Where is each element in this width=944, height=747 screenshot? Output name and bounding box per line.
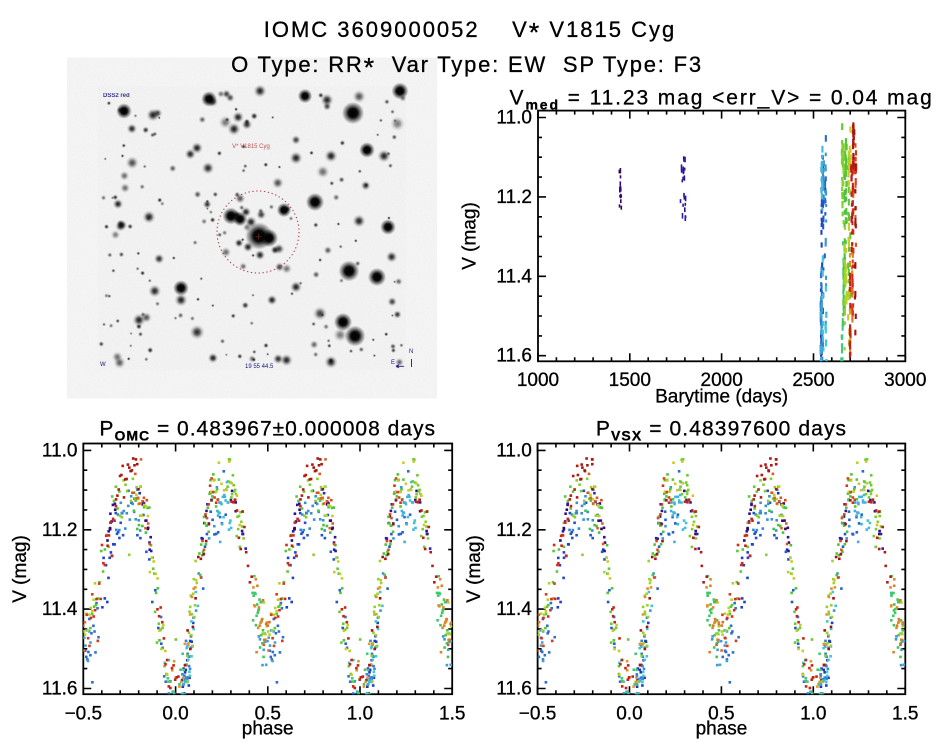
svg-text:1000: 1000 [517, 370, 559, 391]
svg-text:E: E [391, 360, 395, 366]
svg-text:V (mag): V (mag) [10, 535, 31, 603]
svg-text:2000: 2000 [701, 370, 743, 391]
svg-text:V* V1815 Cyg: V* V1815 Cyg [232, 144, 270, 150]
svg-text:3000: 3000 [884, 370, 926, 391]
svg-text:1.5: 1.5 [892, 704, 918, 725]
svg-text:phase: phase [242, 719, 294, 740]
svg-text:2500: 2500 [792, 370, 834, 391]
svg-text:DSS2 red: DSS2 red [103, 93, 130, 99]
svg-text:0.5: 0.5 [708, 704, 734, 725]
svg-text:Barytime (days): Barytime (days) [655, 387, 788, 408]
svg-text:POMC = 0.483967±0.000008 days: POMC = 0.483967±0.000008 days [99, 418, 436, 444]
svg-text:Vmed = 11.23 mag <err_V> = 0.0: Vmed = 11.23 mag <err_V> = 0.04 mag [510, 87, 934, 113]
svg-text:11.2: 11.2 [496, 520, 532, 541]
svg-text:11.6: 11.6 [496, 678, 532, 699]
svg-text:V (mag): V (mag) [464, 535, 485, 603]
svg-text:PVSX = 0.48397600 days: PVSX = 0.48397600 days [596, 418, 847, 444]
svg-text:11.2: 11.2 [42, 520, 78, 541]
svg-text:−0.5: −0.5 [65, 704, 103, 725]
svg-text:11.2: 11.2 [496, 187, 532, 208]
svg-text:11.0: 11.0 [496, 440, 532, 461]
svg-text:0.5: 0.5 [255, 704, 281, 725]
svg-text:N: N [409, 349, 413, 355]
svg-text:IOMC 3609000052 V* V1815 Cy: IOMC 3609000052 V* V1815 Cyg [264, 17, 677, 48]
svg-text:11.4: 11.4 [496, 599, 532, 620]
svg-text:11.4: 11.4 [496, 266, 532, 287]
svg-text:1500: 1500 [609, 370, 651, 391]
svg-text:−0.5: −0.5 [519, 704, 557, 725]
svg-text:0.0: 0.0 [616, 704, 642, 725]
svg-text:19 55 44.5: 19 55 44.5 [245, 364, 274, 370]
svg-text:V (mag): V (mag) [460, 202, 481, 270]
svg-text:11.4: 11.4 [42, 599, 78, 620]
svg-text:1.5: 1.5 [439, 704, 465, 725]
svg-text:11.0: 11.0 [496, 108, 532, 129]
svg-text:1.0: 1.0 [800, 704, 826, 725]
svg-text:1.0: 1.0 [347, 704, 373, 725]
svg-text:0.0: 0.0 [162, 704, 188, 725]
svg-text:11.0: 11.0 [42, 440, 78, 461]
svg-text:phase: phase [696, 719, 748, 740]
svg-text:W: W [100, 362, 106, 368]
svg-text:11.6: 11.6 [42, 678, 78, 699]
svg-text:11.6: 11.6 [496, 346, 532, 367]
